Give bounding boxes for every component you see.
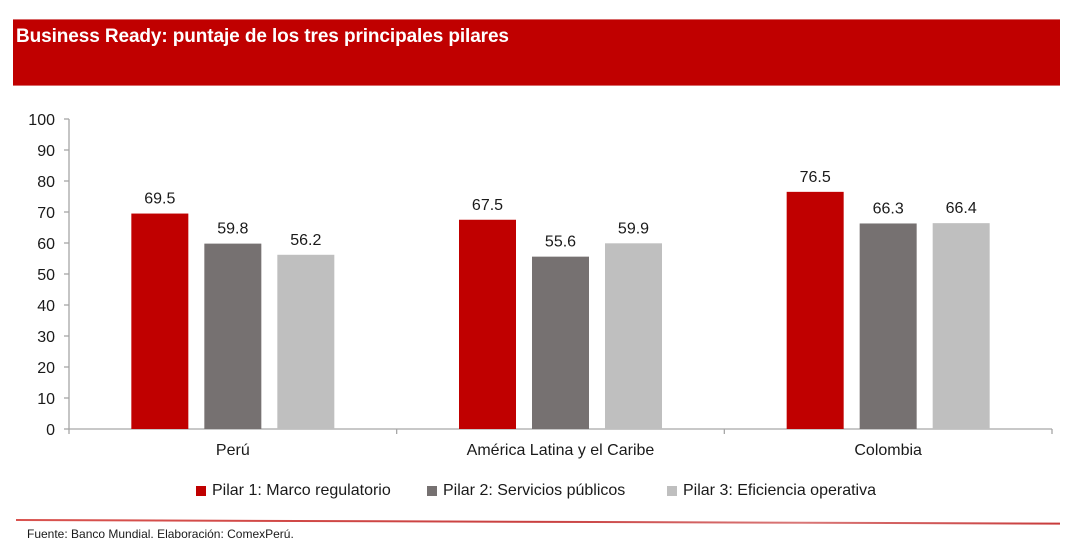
y-tick-label: 20 bbox=[37, 360, 55, 377]
y-tick-label: 80 bbox=[37, 174, 55, 191]
y-tick-label: 0 bbox=[46, 422, 55, 439]
bar-2 bbox=[859, 223, 917, 429]
y-axis: 0 10 20 30 40 50 60 70 80 90 100 bbox=[28, 112, 70, 439]
bar-1 bbox=[131, 213, 189, 429]
y-tick-label: 100 bbox=[28, 112, 55, 129]
x-tick-label: Perú bbox=[216, 442, 250, 459]
legend: Pilar 1: Marco regulatorio Pilar 2: Servi… bbox=[0, 480, 1079, 502]
data-label: 67.5 bbox=[472, 197, 503, 214]
legend-swatch-icon bbox=[427, 486, 437, 496]
legend-item: Pilar 1: Marco regulatorio bbox=[196, 480, 391, 502]
bars bbox=[131, 191, 990, 429]
footer-divider bbox=[15, 519, 1060, 525]
bar-chart: 0 10 20 30 40 50 60 70 80 90 100 Perú América Latin… bbox=[28, 112, 1053, 459]
data-label: 69.5 bbox=[144, 191, 175, 208]
data-label: 59.9 bbox=[618, 220, 649, 237]
y-tick-label: 10 bbox=[37, 391, 55, 408]
data-label: 59.8 bbox=[217, 221, 248, 238]
bar-1 bbox=[786, 191, 844, 429]
y-tick-label: 60 bbox=[37, 236, 55, 253]
data-label: 66.3 bbox=[873, 200, 904, 217]
data-label: 66.4 bbox=[946, 200, 977, 217]
data-label: 76.5 bbox=[800, 169, 831, 186]
bar-1 bbox=[459, 219, 516, 429]
legend-label: Pilar 2: Servicios públicos bbox=[443, 482, 626, 499]
legend-item: Pilar 3: Eficiencia operativa bbox=[667, 480, 876, 502]
y-tick-label: 30 bbox=[37, 329, 55, 346]
y-tick-label: 40 bbox=[37, 298, 55, 315]
legend-swatch-icon bbox=[196, 486, 206, 496]
data-label: 55.6 bbox=[545, 234, 576, 251]
y-tick-label: 70 bbox=[37, 205, 55, 222]
data-labels: 69.5 59.8 56.2 67.5 55.6 59.9 76.5 66.3 66.4 bbox=[144, 169, 977, 251]
x-tick-label: América Latina y el Caribe bbox=[467, 442, 655, 459]
bar-2 bbox=[204, 243, 262, 429]
legend-item: Pilar 2: Servicios públicos bbox=[427, 480, 625, 502]
legend-label: Pilar 1: Marco regulatorio bbox=[212, 482, 391, 499]
bar-2 bbox=[532, 256, 589, 429]
legend-swatch-icon bbox=[667, 486, 677, 496]
bar-3 bbox=[932, 223, 990, 429]
x-tick-label: Colombia bbox=[854, 442, 922, 459]
y-tick-label: 90 bbox=[37, 143, 55, 160]
chart-title: Business Ready: puntaje de los tres prin… bbox=[16, 26, 509, 47]
title-banner bbox=[13, 19, 1060, 86]
source-note: Fuente: Banco Mundial. Elaboración: Come… bbox=[27, 527, 294, 541]
legend-label: Pilar 3: Eficiencia operativa bbox=[683, 482, 876, 499]
bar-3 bbox=[277, 254, 335, 429]
bar-3 bbox=[605, 243, 662, 429]
data-label: 56.2 bbox=[290, 232, 321, 249]
y-tick-label: 50 bbox=[37, 267, 55, 284]
x-axis: Perú América Latina y el Caribe Colombia bbox=[68, 428, 1053, 459]
